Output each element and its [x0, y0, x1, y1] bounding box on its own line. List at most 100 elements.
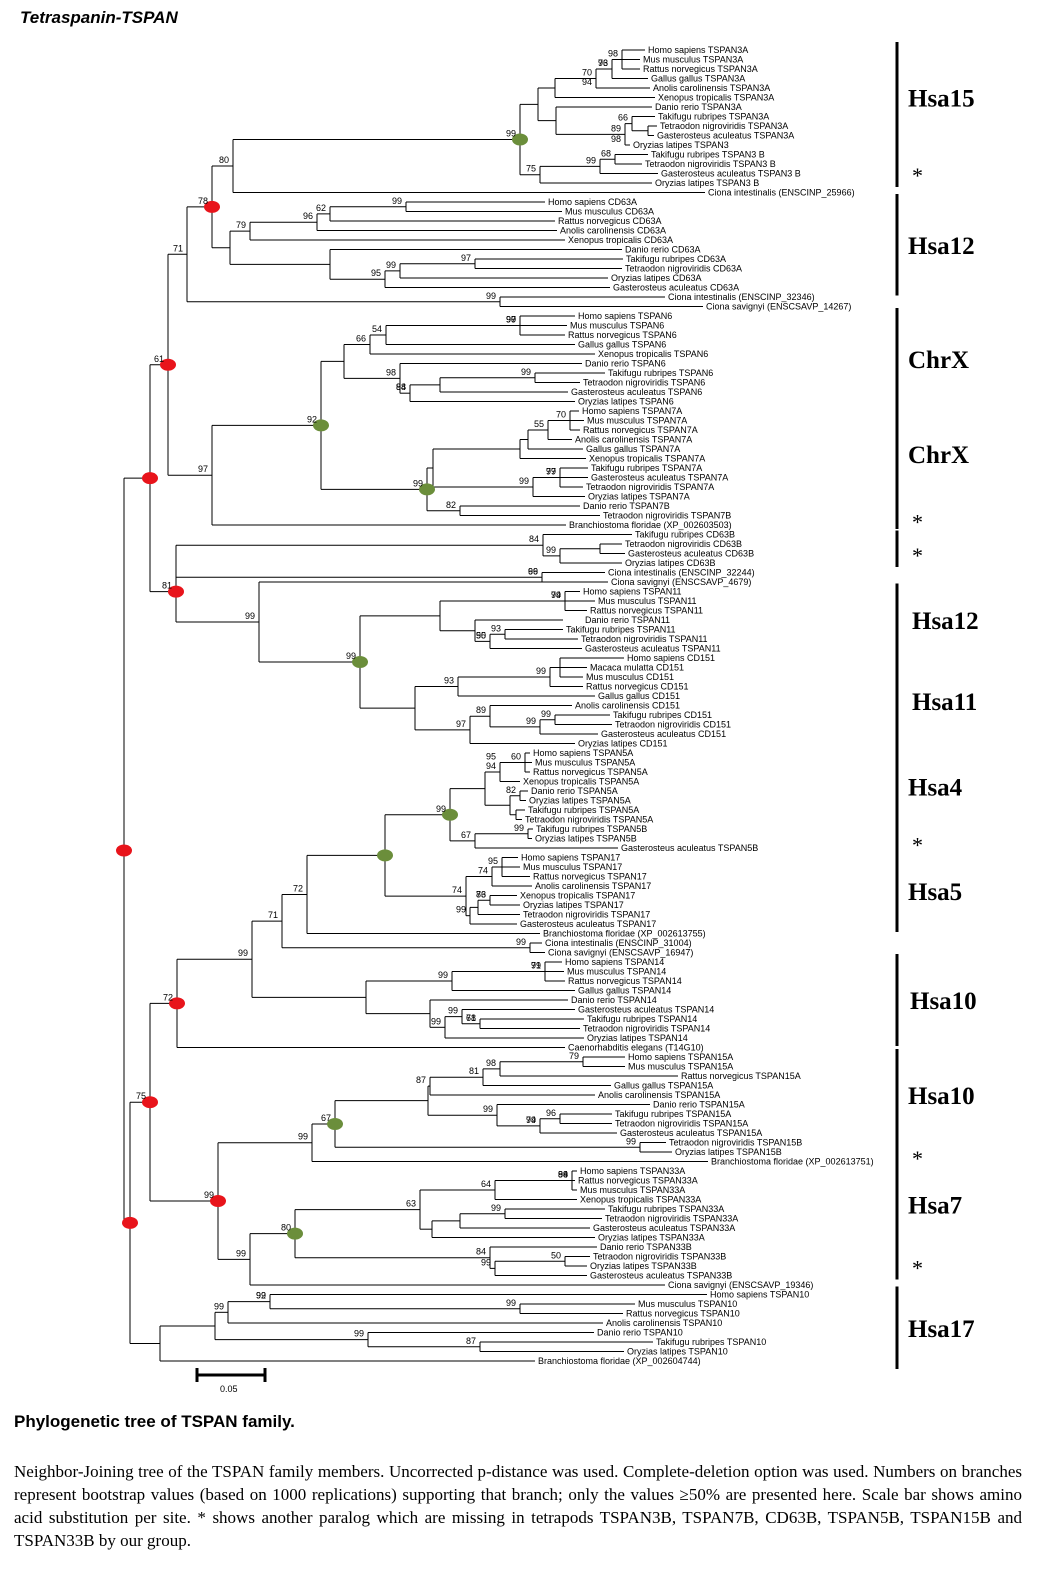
chromosome-label: Hsa10: [908, 1083, 975, 1110]
bootstrap-value: 99: [531, 961, 541, 971]
leaf-label: Ciona savignyi (ENSCSAVP_14267): [706, 302, 851, 312]
leaf-label: Gasterosteus aculeatus TSPAN11: [585, 644, 721, 654]
chromosome-label: ChrX: [908, 347, 969, 374]
bootstrap-value: 99: [483, 1104, 493, 1114]
leaf-label: Mus musculus TSPAN15A: [628, 1062, 733, 1072]
chromosome-label: Hsa10: [910, 988, 977, 1015]
leaf-label: Gasterosteus aculeatus TSPAN33B: [590, 1271, 732, 1281]
leaf-label: Branchiostoma floridae (XP_002604744): [538, 1356, 701, 1366]
leaf-label: Oryzias latipes TSPAN5B: [535, 834, 637, 844]
leaf-label: Xenopus tropicalis CD63A: [568, 235, 673, 245]
leaf-label: Anolis carolinensis TSPAN15A: [598, 1090, 720, 1100]
leaf-label: Oryzias latipes CD63B: [625, 558, 716, 568]
leaf-label: Homo sapiens CD63A: [548, 197, 637, 207]
bootstrap-value: 97: [198, 464, 208, 474]
bootstrap-value: 99: [456, 905, 466, 915]
leaf-label: Gasterosteus aculeatus TSPAN6: [571, 387, 702, 397]
leaf-label: Gasterosteus aculeatus TSPAN5B: [621, 843, 758, 853]
leaf-label: Oryzias latipes CD151: [578, 739, 668, 749]
leaf-label: Rattus norvegicus TSPAN11: [590, 606, 703, 616]
bootstrap-value: 99: [431, 1016, 441, 1026]
bootstrap-value: 99: [298, 1132, 308, 1142]
bootstrap-value: 66: [356, 334, 366, 344]
leaf-label: Homo sapiens TSPAN17: [521, 853, 620, 863]
bootstrap-value: 99: [526, 1115, 536, 1125]
bootstrap-value: 81: [469, 1066, 479, 1076]
bootstrap-value: 82: [446, 500, 456, 510]
leaf-label: Homo sapiens TSPAN15A: [628, 1052, 733, 1062]
leaf-label: Gallus gallus TSPAN15A: [614, 1081, 713, 1091]
bootstrap-value: 99: [204, 1190, 214, 1200]
bootstrap-value: 94: [582, 77, 592, 87]
leaf-label: Tetraodon nigroviridis TSPAN5A: [525, 815, 653, 825]
leaf-label: Gallus gallus TSPAN7A: [586, 444, 680, 454]
chromosome-label: Hsa12: [912, 608, 979, 635]
leaf-label: Mus musculus TSPAN5A: [535, 758, 635, 768]
duplication-node-red: [169, 997, 185, 1010]
bootstrap-value: 93: [598, 58, 608, 68]
leaf-label: Xenopus tropicalis TSPAN3A: [658, 93, 774, 103]
bootstrap-value: 99: [558, 1170, 568, 1180]
duplication-node-red: [142, 1096, 158, 1109]
leaf-label: Rattus norvegicus TSPAN7A: [583, 425, 698, 435]
bootstrap-value: 99: [238, 948, 248, 958]
leaf-label: Takifugu rubripes TSPAN3A: [658, 112, 769, 122]
duplication-node-green: [419, 483, 435, 496]
bootstrap-value: 99: [519, 476, 529, 486]
duplication-node-red: [116, 844, 132, 857]
leaf-label: Rattus norvegicus TSPAN5A: [533, 767, 648, 777]
bootstrap-value: 99: [214, 1301, 224, 1311]
bootstrap-value: 99: [354, 1329, 364, 1339]
bootstrap-value: 99: [438, 970, 448, 980]
leaf-label: Xenopus tropicalis TSPAN7A: [589, 454, 705, 464]
leaf-label: Tetraodon nigroviridis TSPAN17: [523, 910, 650, 920]
duplication-node-red: [168, 585, 184, 598]
leaf-label: Gallus gallus TSPAN14: [578, 986, 671, 996]
bootstrap-value: 99: [386, 260, 396, 270]
leaf-label: Ciona savignyi (ENSCSAVP_4679): [611, 577, 751, 587]
paralog-marker: *: [912, 163, 923, 188]
leaf-label: Mus musculus CD151: [586, 672, 674, 682]
duplication-node-green: [287, 1227, 303, 1240]
leaf-label: Takifugu rubripes CD151: [613, 710, 712, 720]
leaf-label: Gallus gallus CD151: [598, 691, 680, 701]
bootstrap-value: 74: [526, 1115, 536, 1125]
bootstrap-value: 76: [598, 58, 608, 68]
bootstrap-value: 95: [371, 268, 381, 278]
bootstrap-value: 99: [521, 367, 531, 377]
leaf-label: Danio rerio TSPAN14: [571, 995, 657, 1005]
leaf-label: Gasterosteus aculeatus TSPAN7A: [591, 473, 728, 483]
leaf-label: Mus musculus TSPAN6: [570, 321, 664, 331]
duplication-node-green: [442, 808, 458, 821]
leaf-label: Takifugu rubripes TSPAN5A: [528, 805, 639, 815]
leaf-label: Danio rerio TSPAN3A: [655, 102, 742, 112]
bootstrap-value: 82: [506, 785, 516, 795]
leaf-label: Danio rerio TSPAN11: [585, 615, 670, 625]
chromosome-label: Hsa7: [908, 1192, 962, 1219]
bootstrap-value: 88: [396, 382, 406, 392]
chromosome-label: Hsa5: [908, 879, 962, 906]
leaf-label: Takifugu rubripes TSPAN15A: [615, 1109, 731, 1119]
leaf-label: Oryzias latipes TSPAN5A: [529, 796, 631, 806]
leaf-label: Tetraodon nigroviridis TSPAN15B: [669, 1138, 802, 1148]
leaf-label: Takifugu rubripes TSPAN10: [656, 1337, 766, 1347]
paralog-marker: *: [912, 1255, 923, 1280]
leaf-label: Homo sapiens TSPAN11: [583, 587, 682, 597]
bootstrap-value: 61: [154, 354, 164, 364]
leaf-label: Gasterosteus aculeatus CD63A: [613, 283, 739, 293]
leaf-label: Gasterosteus aculeatus TSPAN3A: [657, 131, 794, 141]
bootstrap-value: 95: [486, 752, 496, 762]
leaf-label: Oryzias latipes TSPAN33A: [598, 1233, 705, 1243]
leaf-label: Takifugu rubripes CD63B: [635, 530, 735, 540]
leaf-label: Rattus norvegicus TSPAN3A: [643, 64, 758, 74]
leaf-label: Tetraodon nigroviridis CD63A: [625, 264, 742, 274]
leaf-label: Xenopus tropicalis TSPAN33A: [580, 1195, 701, 1205]
bootstrap-value: 74: [551, 590, 561, 600]
bootstrap-value: 89: [476, 705, 486, 715]
leaf-label: Tetraodon nigroviridis TSPAN7B: [603, 511, 731, 521]
leaf-label: Danio rerio TSPAN10: [597, 1328, 683, 1338]
leaf-label: Rattus norvegicus CD63A: [558, 216, 662, 226]
leaf-label: Mus musculus TSPAN17: [523, 862, 622, 872]
leaf-label: Rattus norvegicus TSPAN33A: [578, 1176, 698, 1186]
